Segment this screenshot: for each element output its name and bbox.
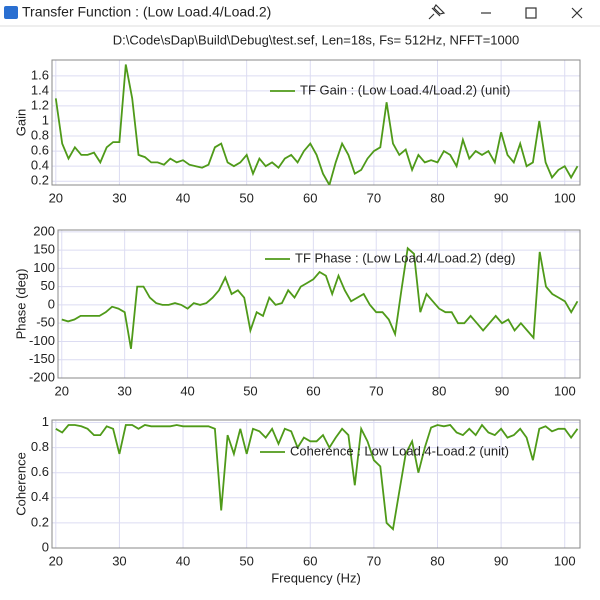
x-tick-label: 100 xyxy=(554,383,576,398)
data-line xyxy=(55,423,579,532)
y-tick-label: -50 xyxy=(36,315,55,330)
x-axis-label: Frequency (Hz) xyxy=(271,570,361,585)
plot-frame xyxy=(57,229,581,379)
subtitle: D:\Code\sDap\Build\Debug\test.sef, Len=1… xyxy=(113,32,519,47)
y-tick-label: 0.2 xyxy=(31,173,49,188)
x-tick-label: 40 xyxy=(176,553,190,568)
pin-button[interactable] xyxy=(428,4,446,20)
x-tick-label: 60 xyxy=(306,383,320,398)
x-tick-label: 90 xyxy=(494,190,508,205)
x-tick-label: 30 xyxy=(117,383,131,398)
legend-label: TF Phase : (Low Load.4/Load.2) (deg) xyxy=(295,250,515,265)
x-tick-label: 40 xyxy=(180,383,194,398)
title-bar xyxy=(0,0,600,26)
y-tick-label: 0 xyxy=(48,296,55,311)
y-tick-label: 1.2 xyxy=(31,97,49,112)
app-icon xyxy=(4,6,18,19)
y-tick-label: 1 xyxy=(42,112,49,127)
x-tick-label: 40 xyxy=(176,190,190,205)
x-tick-label: 80 xyxy=(432,383,446,398)
x-tick-label: 60 xyxy=(303,553,317,568)
y-tick-label: -100 xyxy=(29,333,55,348)
close-button[interactable] xyxy=(571,7,583,19)
y-tick-label: 1.4 xyxy=(31,82,49,97)
x-tick-label: 70 xyxy=(367,553,381,568)
y-tick-label: 0.6 xyxy=(31,143,49,158)
y-tick-label: 0.6 xyxy=(31,464,49,479)
x-tick-label: 50 xyxy=(239,190,253,205)
x-tick-label: 90 xyxy=(494,553,508,568)
y-tick-label: 0.8 xyxy=(31,439,49,454)
x-tick-label: 30 xyxy=(112,553,126,568)
y-tick-label: 0.4 xyxy=(31,489,49,504)
y-tick-label: 0.8 xyxy=(31,127,49,142)
y-tick-label: -150 xyxy=(29,351,55,366)
data-line xyxy=(61,246,579,349)
y-tick-label: 200 xyxy=(33,223,55,238)
y-tick-label: 0.4 xyxy=(31,158,49,173)
y-tick-label: 100 xyxy=(33,260,55,275)
y-tick-label: -200 xyxy=(29,369,55,384)
x-tick-label: 70 xyxy=(369,383,383,398)
x-tick-label: 20 xyxy=(49,553,63,568)
x-tick-label: 50 xyxy=(239,553,253,568)
maximize-button[interactable] xyxy=(525,7,537,19)
plot-frame xyxy=(51,419,581,549)
y-axis-label: Coherence xyxy=(13,452,28,516)
y-tick-label: 1.6 xyxy=(31,67,49,82)
y-tick-label: 1 xyxy=(42,414,49,429)
x-tick-label: 30 xyxy=(112,190,126,205)
x-tick-label: 100 xyxy=(554,190,576,205)
y-axis-label: Gain xyxy=(13,109,28,136)
x-tick-label: 20 xyxy=(55,383,69,398)
legend-label: Coherence : Low Load.4-Load.2 (unit) xyxy=(290,443,509,458)
x-tick-label: 20 xyxy=(49,190,63,205)
y-tick-label: 150 xyxy=(33,242,55,257)
x-tick-label: 50 xyxy=(243,383,257,398)
x-tick-label: 90 xyxy=(495,383,509,398)
x-tick-label: 100 xyxy=(554,553,576,568)
legend-label: TF Gain : (Low Load.4/Load.2) (unit) xyxy=(300,82,510,97)
window-title: Transfer Function : (Low Load.4/Load.2) xyxy=(22,4,271,20)
y-tick-label: 0.2 xyxy=(31,514,49,529)
plot-frame xyxy=(51,59,581,186)
y-tick-label: 0 xyxy=(42,539,49,554)
y-tick-label: 50 xyxy=(41,278,55,293)
data-line xyxy=(54,64,579,185)
x-tick-label: 80 xyxy=(430,553,444,568)
x-tick-label: 80 xyxy=(430,190,444,205)
x-tick-label: 70 xyxy=(367,190,381,205)
x-tick-label: 60 xyxy=(303,190,317,205)
y-axis-label: Phase (deg) xyxy=(13,269,28,340)
